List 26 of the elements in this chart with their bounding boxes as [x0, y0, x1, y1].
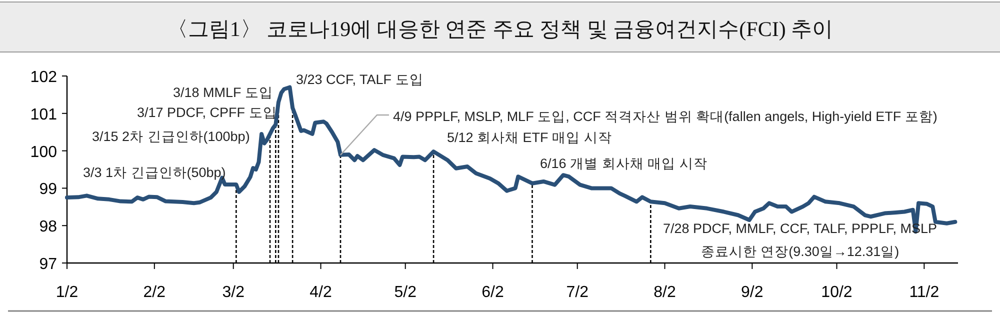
chart-title: 〈그림1〉 코로나19에 대응한 연준 주요 정책 및 금융여건지수(FCI) 추이	[166, 17, 834, 41]
x-tick-label: 5/2	[394, 284, 417, 301]
ref-line-label: 3/3 1차 긴급인하(50bp)	[83, 165, 226, 180]
x-tick-label: 2/2	[143, 284, 166, 301]
x-tick-label: 6/2	[482, 284, 504, 301]
x-tick-label: 3/2	[222, 284, 245, 301]
y-tick-label: 101	[30, 106, 58, 124]
y-tick-label: 99	[39, 181, 58, 198]
x-tick-label: 1/2	[56, 284, 78, 301]
x-tick-label: 8/2	[654, 284, 676, 301]
y-tick-label: 100	[30, 144, 58, 161]
ref-line-label: 3/17 PDCF, CPFF 도입	[137, 105, 277, 120]
x-tick-label: 7/2	[566, 284, 589, 301]
y-tick-label: 97	[39, 256, 58, 273]
ref-line-label: 4/9 PPPLF, MSLP, MLF 도입, CCF 적격자산 범위 확대(fallen angels, High-yield ETF 포함)	[393, 109, 938, 124]
x-tick-label: 9/2	[741, 284, 764, 301]
ref-line-label: 5/12 회사채 ETF 매입 시작	[447, 130, 612, 145]
ref-line-label: 3/15 2차 긴급인하(100bp)	[92, 129, 250, 144]
x-tick-label: 10/2	[821, 284, 852, 301]
x-tick-label: 11/2	[909, 284, 940, 301]
ref-line-label: 3/18 MMLF 도입	[173, 85, 274, 100]
ref-line-label: 3/23 CCF, TALF 도입	[296, 72, 424, 87]
ref-line-label: 6/16 개별 회사채 매입 시작	[540, 156, 708, 171]
x-tick-label: 4/2	[310, 284, 332, 301]
y-tick-label: 102	[30, 69, 58, 86]
y-tick-label: 98	[39, 218, 58, 236]
